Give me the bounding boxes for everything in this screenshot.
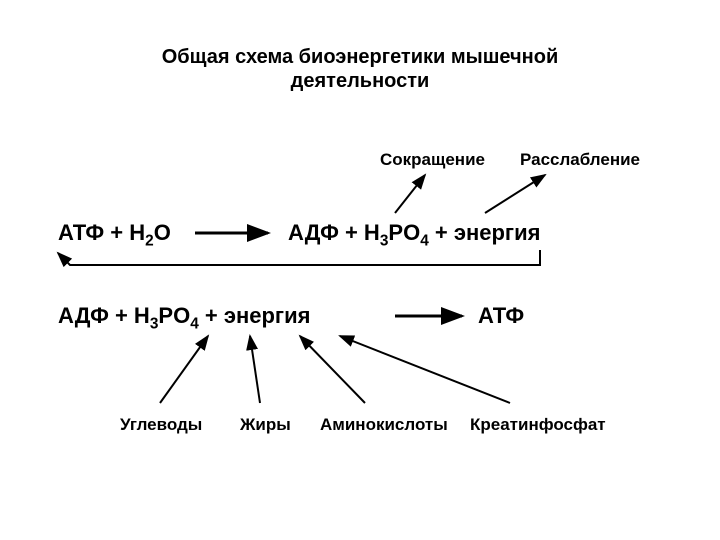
- label-creatine: Креатинфосфат: [470, 415, 606, 435]
- eq2-left-sub2: 4: [190, 315, 199, 332]
- label-contraction: Сокращение: [380, 150, 485, 170]
- label-amino: Аминокислоты: [320, 415, 448, 435]
- diagram-title: Общая схема биоэнергетики мышечной деяте…: [0, 45, 720, 93]
- eq1-right-c: + энергия: [429, 220, 541, 245]
- eq1-right-b: PO: [388, 220, 420, 245]
- title-line2: деятельности: [291, 70, 430, 92]
- eq2-right: АТФ: [478, 303, 524, 329]
- eq2-left: АДФ + H3PO4 + энергия: [58, 303, 310, 333]
- eq1-left-tail: O: [154, 220, 171, 245]
- eq2-left-a: АДФ + H: [58, 303, 150, 328]
- eq2-left-b: PO: [158, 303, 190, 328]
- label-relaxation: Расслабление: [520, 150, 640, 170]
- label-fats: Жиры: [240, 415, 291, 435]
- eq1-left: АТФ + H2O: [58, 220, 171, 250]
- title-line1: Общая схема биоэнергетики мышечной: [162, 46, 559, 68]
- eq1-left-a: АТФ + H: [58, 220, 145, 245]
- label-carbs: Углеводы: [120, 415, 202, 435]
- diagram-canvas: Общая схема биоэнергетики мышечной деяте…: [0, 0, 720, 540]
- eq1-right: АДФ + H3PO4 + энергия: [288, 220, 540, 250]
- eq2-left-c: + энергия: [199, 303, 311, 328]
- eq1-left-sub: 2: [145, 232, 154, 249]
- eq1-right-a: АДФ + H: [288, 220, 380, 245]
- eq1-right-sub2: 4: [420, 232, 429, 249]
